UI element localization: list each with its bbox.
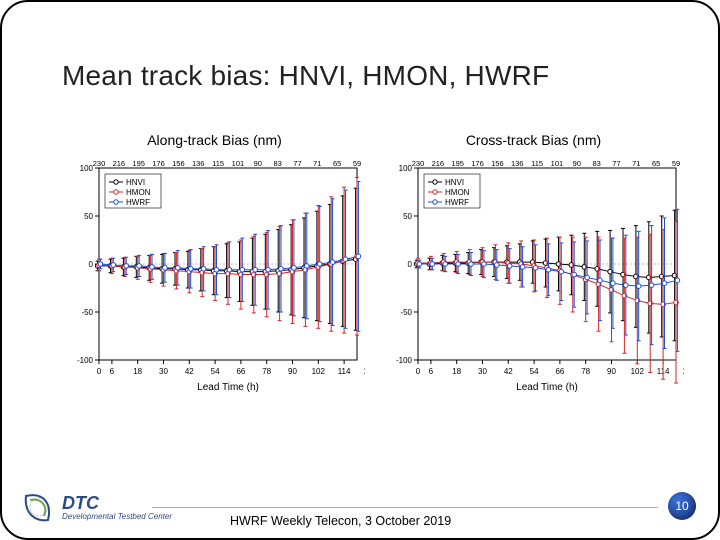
svg-text:230: 230 — [411, 159, 424, 168]
svg-text:114: 114 — [337, 367, 350, 376]
svg-text:115: 115 — [531, 159, 543, 168]
svg-text:115: 115 — [212, 159, 224, 168]
panel-title-along: Along-track Bias (nm) — [147, 132, 282, 148]
svg-text:6: 6 — [109, 367, 114, 376]
charts-row: Along-track Bias (nm) -100-5005010006183… — [60, 132, 688, 394]
svg-text:176: 176 — [152, 159, 165, 168]
svg-text:156: 156 — [172, 159, 185, 168]
svg-text:HMON: HMON — [445, 188, 470, 197]
svg-text:126: 126 — [363, 367, 365, 376]
svg-text:100: 100 — [79, 164, 93, 173]
svg-text:90: 90 — [288, 367, 297, 376]
svg-text:66: 66 — [555, 367, 564, 376]
footer-text: HWRF Weekly Telecon, 3 October 2019 — [230, 514, 451, 530]
svg-text:78: 78 — [581, 367, 590, 376]
svg-text:71: 71 — [632, 159, 640, 168]
panel-cross: Cross-track Bias (nm) -100-5005010006183… — [379, 132, 688, 394]
svg-text:102: 102 — [630, 367, 644, 376]
svg-text:230: 230 — [92, 159, 105, 168]
svg-text:HNVI: HNVI — [445, 178, 464, 187]
svg-text:83: 83 — [273, 159, 281, 168]
footer-rule — [152, 507, 658, 508]
logo-subtitle: Developmental Testbed Center — [62, 513, 172, 521]
svg-text:-100: -100 — [76, 356, 93, 365]
dtc-logo-mark — [22, 490, 56, 524]
svg-text:50: 50 — [84, 212, 93, 221]
slide-frame: Mean track bias: HNVI, HMON, HWRF Along-… — [0, 0, 720, 540]
svg-text:195: 195 — [132, 159, 145, 168]
plot-cross: -100-500501000618304254667890102114126Le… — [384, 154, 684, 394]
svg-text:90: 90 — [607, 367, 616, 376]
plot-along: -100-500501000618304254667890102114126Le… — [65, 154, 365, 394]
svg-text:18: 18 — [452, 367, 461, 376]
svg-text:59: 59 — [671, 159, 679, 168]
svg-text:42: 42 — [503, 367, 512, 376]
svg-text:176: 176 — [471, 159, 484, 168]
dtc-logo: DTC Developmental Testbed Center — [22, 490, 172, 524]
svg-text:42: 42 — [184, 367, 193, 376]
svg-text:54: 54 — [529, 367, 538, 376]
svg-text:136: 136 — [191, 159, 204, 168]
svg-text:HMON: HMON — [126, 188, 151, 197]
svg-text:90: 90 — [253, 159, 261, 168]
svg-text:65: 65 — [651, 159, 659, 168]
svg-text:195: 195 — [451, 159, 464, 168]
svg-text:78: 78 — [262, 367, 271, 376]
logo-acronym: DTC — [62, 494, 172, 512]
svg-text:59: 59 — [352, 159, 360, 168]
svg-text:HNVI: HNVI — [126, 178, 145, 187]
svg-text:54: 54 — [210, 367, 219, 376]
svg-text:18: 18 — [133, 367, 142, 376]
svg-text:65: 65 — [332, 159, 340, 168]
svg-text:216: 216 — [112, 159, 125, 168]
svg-text:0: 0 — [415, 367, 420, 376]
svg-text:6: 6 — [428, 367, 433, 376]
svg-text:216: 216 — [431, 159, 444, 168]
slide-title: Mean track bias: HNVI, HMON, HWRF — [62, 60, 549, 92]
panel-along: Along-track Bias (nm) -100-5005010006183… — [60, 132, 369, 394]
svg-text:Lead Time (h): Lead Time (h) — [516, 382, 578, 393]
svg-text:0: 0 — [96, 367, 101, 376]
svg-text:77: 77 — [293, 159, 301, 168]
svg-text:101: 101 — [231, 159, 244, 168]
svg-text:Lead Time (h): Lead Time (h) — [197, 382, 259, 393]
svg-text:50: 50 — [403, 212, 412, 221]
svg-text:0: 0 — [88, 260, 93, 269]
svg-text:90: 90 — [572, 159, 580, 168]
svg-text:102: 102 — [311, 367, 325, 376]
svg-text:156: 156 — [491, 159, 504, 168]
svg-text:136: 136 — [510, 159, 523, 168]
svg-text:66: 66 — [236, 367, 245, 376]
dtc-logo-text: DTC Developmental Testbed Center — [62, 494, 172, 521]
panel-title-cross: Cross-track Bias (nm) — [466, 132, 601, 148]
svg-text:-50: -50 — [400, 308, 412, 317]
page-number-badge: 10 — [668, 492, 696, 520]
svg-text:0: 0 — [407, 260, 412, 269]
svg-text:-100: -100 — [395, 356, 412, 365]
svg-text:-50: -50 — [81, 308, 93, 317]
svg-text:83: 83 — [592, 159, 600, 168]
svg-text:77: 77 — [612, 159, 620, 168]
svg-text:101: 101 — [550, 159, 563, 168]
svg-text:30: 30 — [159, 367, 168, 376]
svg-text:126: 126 — [682, 367, 684, 376]
svg-text:100: 100 — [398, 164, 412, 173]
svg-text:71: 71 — [313, 159, 321, 168]
svg-text:30: 30 — [478, 367, 487, 376]
svg-text:HWRF: HWRF — [126, 198, 150, 207]
svg-text:HWRF: HWRF — [445, 198, 469, 207]
